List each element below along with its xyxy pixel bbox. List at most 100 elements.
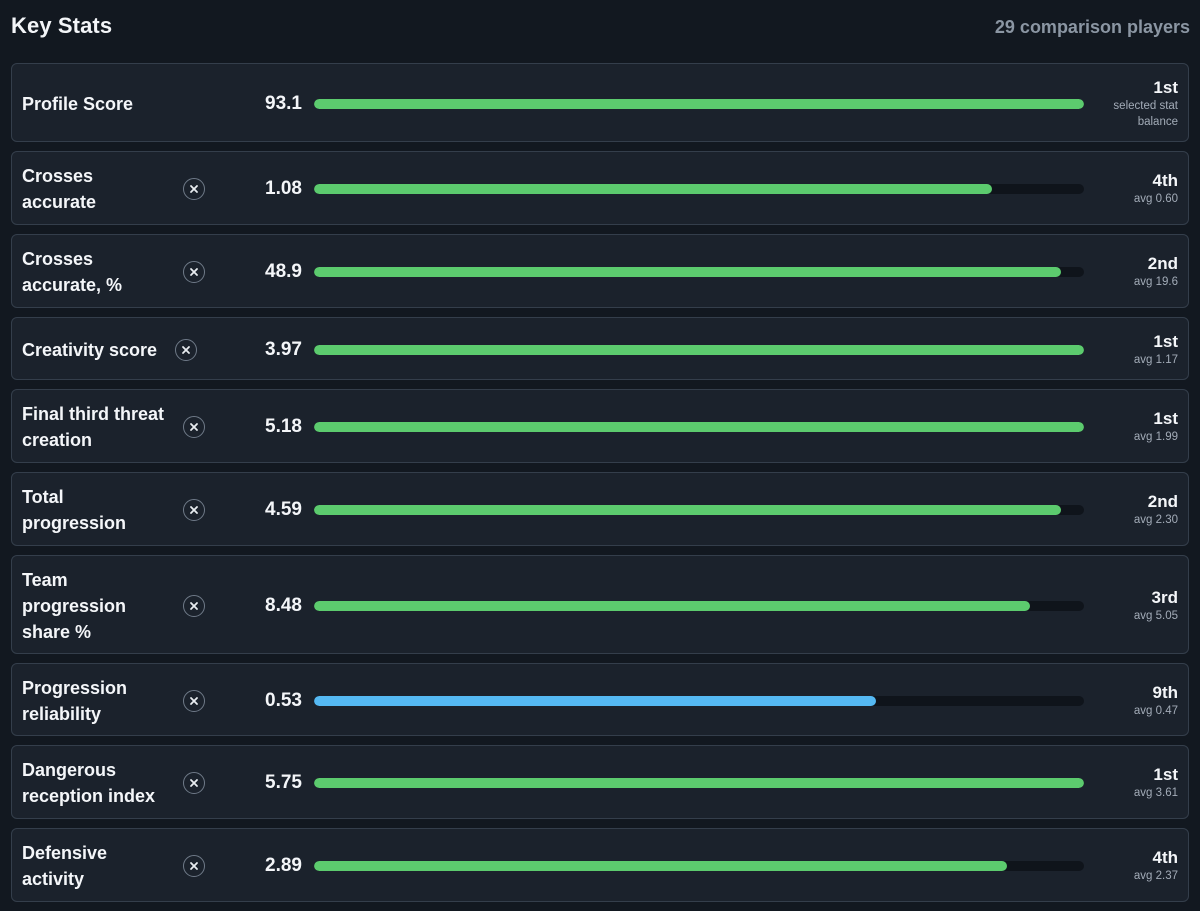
stat-card: Progression reliability 0.53 9th avg 0.47 (11, 663, 1189, 736)
stat-rank: 2nd avg 19.6 (1134, 254, 1178, 290)
stat-bar-fill (314, 861, 1007, 871)
rank-position: 1st (1153, 331, 1178, 351)
stat-label: Creativity score (22, 339, 158, 360)
stat-value: 5.18 (265, 416, 302, 437)
rank-position: 4th (1152, 171, 1179, 190)
stat-bar-track (314, 778, 1084, 788)
stat-label: Profile Score (22, 93, 134, 114)
remove-stat-button[interactable] (183, 416, 205, 438)
stat-label: Total progression (22, 487, 127, 533)
remove-stat-button[interactable] (183, 772, 205, 794)
stat-label: Defensive activity (22, 843, 108, 889)
stat-label: Progression reliability (22, 677, 128, 724)
remove-stat-button[interactable] (175, 338, 197, 361)
close-icon (182, 345, 190, 354)
stat-rank: 1st avg 1.17 (1134, 332, 1178, 368)
rank-subtext: avg 1.99 (1133, 431, 1178, 443)
remove-stat-button[interactable] (183, 855, 205, 877)
stat-bar-fill (314, 778, 1084, 788)
stat-card: Crosses accurate 1.08 4th avg 0.60 (11, 151, 1189, 225)
rank-subtext: avg 5.05 (1133, 609, 1178, 622)
stat-bar-track (314, 184, 1084, 194)
stat-bar-fill (314, 505, 1061, 515)
remove-stat-button[interactable] (183, 689, 205, 712)
close-icon (190, 696, 198, 705)
close-icon (190, 268, 198, 276)
stat-rank: 4th avg 2.37 (1134, 848, 1178, 884)
stat-card: Team progression share % 8.48 3rd avg 5.05 (11, 555, 1189, 654)
stat-value: 2.89 (265, 855, 302, 876)
stat-value: 5.75 (265, 772, 302, 793)
stat-rank: 2nd avg 2.30 (1134, 492, 1178, 528)
stat-rank: 4th avg 0.60 (1134, 171, 1178, 207)
close-icon (190, 185, 198, 193)
rank-subtext: avg 0.47 (1133, 704, 1178, 717)
stat-bar-track (314, 422, 1084, 432)
rank-position: 1st (1153, 77, 1178, 97)
stat-bar-track (314, 861, 1084, 871)
page-title: Key Stats (11, 13, 113, 38)
stat-bar-track (314, 695, 1084, 706)
stat-label: Crosses accurate, % (22, 249, 123, 295)
stat-bar-track (314, 98, 1084, 109)
stat-label: Crosses accurate (22, 166, 97, 212)
remove-stat-button[interactable] (183, 178, 205, 200)
close-icon (190, 601, 198, 610)
rank-position: 3rd (1151, 587, 1178, 607)
stat-bar-track (314, 600, 1084, 611)
remove-stat-button[interactable] (183, 261, 205, 283)
stat-bar-fill (314, 422, 1084, 432)
stat-value: 48.9 (265, 261, 302, 282)
stat-label: Dangerous reception index (22, 760, 156, 806)
rank-subtext: avg 2.37 (1133, 870, 1178, 882)
stat-bar-fill (314, 695, 877, 706)
stat-bar-fill (314, 600, 1031, 611)
stat-rank: 1st avg 3.61 (1134, 765, 1178, 801)
stat-value: 3.97 (265, 338, 302, 360)
stat-card: Creativity score 3.97 1st avg 1.17 (11, 317, 1189, 380)
key-stats-header: Key Stats 29 comparison players (0, 0, 1200, 56)
rank-position: 2nd (1147, 492, 1178, 511)
stat-card: Dangerous reception index 5.75 1st avg 3.61 (11, 745, 1189, 819)
close-icon (190, 423, 198, 431)
stat-card: Crosses accurate, % 48.9 2nd avg 19.6 (11, 234, 1189, 308)
stat-value: 1.08 (265, 178, 302, 199)
rank-position: 1st (1153, 409, 1178, 428)
rank-subtext: avg 2.30 (1133, 514, 1178, 526)
stat-card: Defensive activity 2.89 4th avg 2.37 (11, 828, 1189, 902)
remove-stat-button[interactable] (183, 499, 205, 521)
rank-position: 1st (1153, 765, 1178, 784)
comparison-count: 29 comparison players (994, 17, 1190, 37)
remove-stat-button[interactable] (183, 594, 205, 617)
rank-position: 2nd (1147, 254, 1178, 273)
stat-rank: 1st selected stat balance (1088, 78, 1178, 130)
stat-bar-track (314, 344, 1084, 355)
stat-label: Final third threat creation (22, 404, 165, 450)
stat-rank: 9th avg 0.47 (1134, 683, 1178, 719)
stat-bar-fill (314, 184, 992, 194)
rank-subtext: avg 1.17 (1133, 353, 1178, 366)
close-icon (190, 779, 198, 787)
rank-subtext: avg 3.61 (1133, 787, 1178, 799)
stat-bar-fill (314, 344, 1084, 355)
stat-card: Final third threat creation 5.18 1st avg 1.… (11, 389, 1189, 463)
rank-position: 4th (1152, 848, 1179, 867)
stat-bar-fill (314, 267, 1061, 277)
stat-bar-track (314, 505, 1084, 515)
stat-bar-track (314, 267, 1084, 277)
rank-subtext: avg 0.60 (1133, 193, 1178, 205)
rank-subtext: selected stat balance (1113, 99, 1178, 128)
close-icon (190, 862, 198, 870)
rank-subtext: avg 19.6 (1133, 276, 1178, 288)
stat-value: 93.1 (265, 92, 302, 114)
stat-rank: 3rd avg 5.05 (1134, 588, 1178, 624)
stat-value: 8.48 (265, 594, 302, 616)
stat-bar-fill (314, 98, 1084, 109)
close-icon (190, 506, 198, 514)
stat-label: Team progression share % (22, 569, 127, 642)
stat-card: Total progression 4.59 2nd avg 2.30 (11, 472, 1189, 546)
stat-value: 0.53 (265, 689, 302, 711)
stat-rank: 1st avg 1.99 (1134, 409, 1178, 445)
stat-card: Profile Score 93.1 1st selected stat balanc… (11, 63, 1189, 142)
stat-value: 4.59 (265, 499, 302, 520)
